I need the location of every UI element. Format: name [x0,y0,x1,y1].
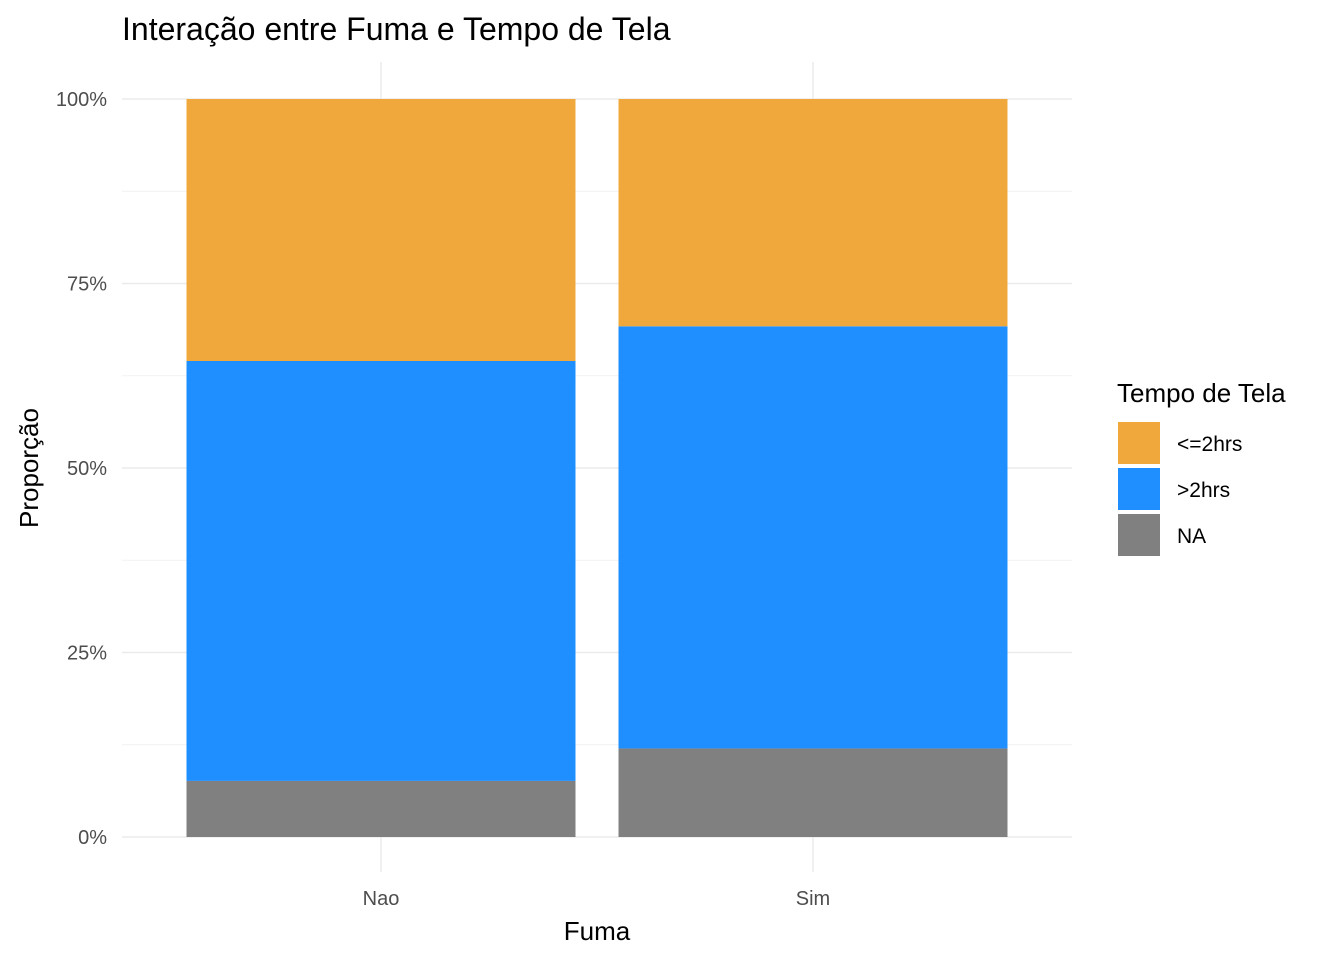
y-tick-label: 50% [67,458,107,480]
bar-segment [618,99,1008,327]
legend-label: NA [1177,525,1206,548]
chart-title: Interação entre Fuma e Tempo de Tela [122,11,671,47]
bar-segment [618,748,1008,837]
bar-segment [186,99,576,361]
legend-swatch [1118,468,1160,510]
legend-swatch [1118,422,1160,464]
y-tick-label: 75% [67,274,107,296]
y-tick-label: 25% [67,643,107,665]
x-tick-label: Sim [796,888,830,910]
legend-swatch [1118,514,1160,556]
x-axis-title: Fuma [564,916,631,946]
legend-items: <=2hrs >2hrs NA [1118,422,1242,556]
bar-segment [618,326,1008,749]
x-tick-label: Nao [363,888,400,910]
y-tick-label: 0% [78,827,107,849]
y-axis-tick-labels: 0% 25% 50% 75% 100% [56,89,107,849]
y-tick-label: 100% [56,89,107,111]
legend-label: <=2hrs [1177,433,1242,456]
y-axis-title: Proporção [14,408,44,528]
legend-title: Tempo de Tela [1117,378,1286,408]
bars-layer [186,99,1008,837]
legend-label: >2hrs [1177,479,1230,502]
legend: Tempo de Tela <=2hrs >2hrs NA [1117,378,1286,556]
bar-segment [186,780,576,837]
x-axis-tick-labels: Nao Sim [363,888,831,910]
bar-segment [186,360,576,781]
